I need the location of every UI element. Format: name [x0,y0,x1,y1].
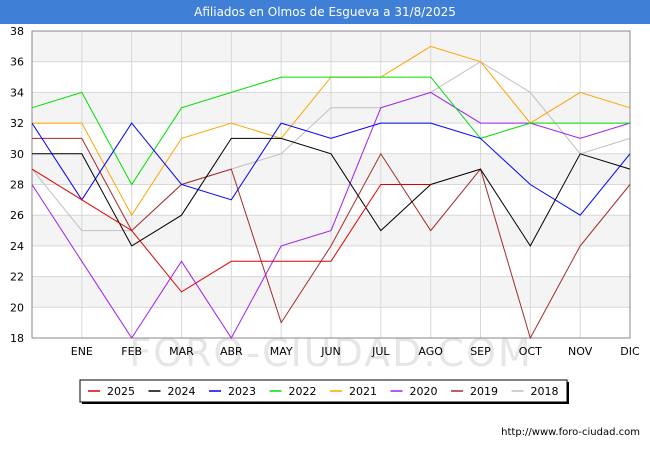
y-tick-label: 26 [10,209,24,222]
y-tick-label: 38 [10,25,24,38]
source-url[interactable]: http://www.foro-ciudad.com [501,427,640,438]
legend: 2025 2024 2023 2022 2021 2020 2019 2018 [79,379,569,404]
x-tick-label: NOV [568,345,593,358]
y-tick-label: 36 [10,56,24,69]
series-lines [31,45,631,340]
x-tick-label: AGO [418,345,443,358]
legend-label-2021: 2021 [349,385,377,398]
x-tick-label: MAR [169,345,194,358]
series-line-2023 [31,122,631,216]
x-tick-label: JUN [320,345,341,358]
x-tick-label: MAY [270,345,293,358]
x-tick-label: DIC [620,345,640,358]
legend-label-2024: 2024 [168,385,196,398]
x-tick-label: SEP [470,345,491,358]
legend-label-2022: 2022 [289,385,317,398]
x-tick-label: OCT [519,345,542,358]
y-tick-label: 34 [10,86,24,99]
series-line-2022 [31,76,630,186]
x-tick-label: JUL [371,345,390,358]
y-axis-ticks: 18 20 22 24 26 28 30 32 34 36 38 [10,25,24,345]
y-tick-label: 18 [10,332,24,345]
x-tick-label: ENE [71,345,93,358]
series-line-2024 [32,137,631,247]
y-tick-label: 28 [10,179,24,192]
y-tick-label: 24 [10,240,24,253]
x-tick-label: ABR [220,345,243,358]
legend-label-2020: 2020 [410,385,438,398]
y-tick-label: 22 [10,271,24,284]
legend-label-2018: 2018 [531,385,559,398]
legend-label-2025: 2025 [107,385,135,398]
x-tick-label: FEB [121,345,142,358]
y-tick-label: 30 [10,148,24,161]
y-tick-label: 32 [10,117,24,130]
series-line-2025 [31,168,431,293]
legend-label-2023: 2023 [228,385,256,398]
legend-box [79,379,568,403]
chart-title: Afiliados en Olmos de Esgueva a 31/8/202… [0,0,650,24]
x-axis-ticks: ENE FEB MAR ABR MAY JUN JUL AGO SEP OCT NOV DIC [71,345,640,358]
y-tick-label: 20 [10,301,24,314]
legend-label-2019: 2019 [470,385,498,398]
